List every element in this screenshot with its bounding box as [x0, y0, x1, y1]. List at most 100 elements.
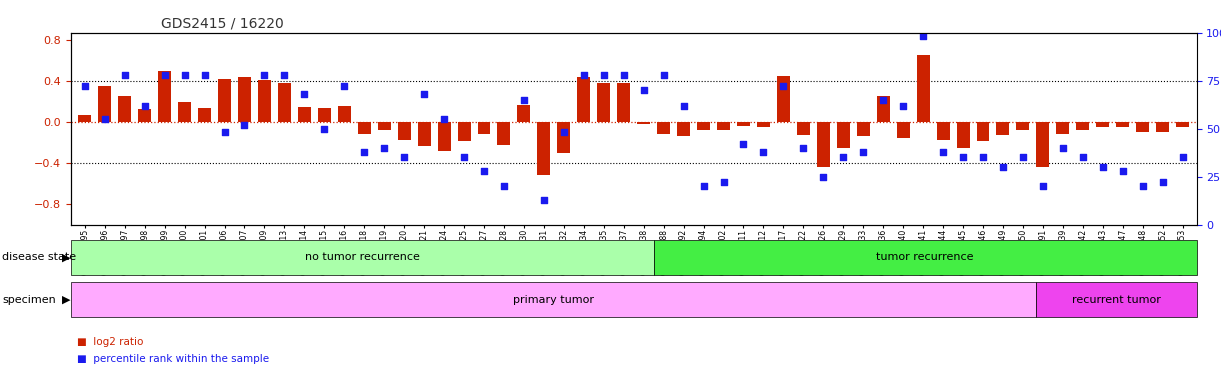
- Point: [614, 72, 634, 78]
- Text: specimen: specimen: [2, 295, 56, 305]
- Point: [514, 97, 534, 103]
- Point: [954, 154, 973, 161]
- Bar: [1037, 122, 1049, 167]
- Bar: [358, 122, 371, 134]
- Point: [873, 97, 893, 103]
- Point: [394, 154, 414, 161]
- Bar: [977, 122, 989, 141]
- Text: ■  percentile rank within the sample: ■ percentile rank within the sample: [77, 354, 269, 364]
- Bar: [1176, 122, 1189, 127]
- Point: [1053, 145, 1072, 151]
- Bar: [537, 122, 551, 175]
- Point: [474, 168, 493, 174]
- Bar: [71, 240, 653, 275]
- Text: recurrent tumor: recurrent tumor: [1072, 295, 1161, 305]
- Point: [993, 164, 1012, 170]
- Bar: [757, 122, 770, 127]
- Bar: [917, 55, 929, 122]
- Point: [813, 174, 833, 180]
- Bar: [578, 77, 590, 122]
- Bar: [836, 122, 850, 147]
- Bar: [956, 122, 969, 147]
- Bar: [657, 122, 670, 134]
- Bar: [737, 122, 750, 126]
- Point: [574, 72, 593, 78]
- Bar: [159, 71, 171, 122]
- Point: [714, 179, 734, 185]
- Point: [913, 33, 933, 40]
- Bar: [817, 122, 830, 167]
- Point: [195, 72, 215, 78]
- Text: no tumor recurrence: no tumor recurrence: [305, 252, 420, 262]
- Point: [1114, 168, 1133, 174]
- Bar: [597, 83, 610, 122]
- Point: [933, 149, 952, 155]
- Bar: [219, 79, 231, 122]
- Bar: [1016, 122, 1029, 130]
- Point: [734, 141, 753, 147]
- Point: [414, 91, 433, 97]
- Bar: [1156, 122, 1170, 132]
- Point: [155, 72, 175, 78]
- Text: tumor recurrence: tumor recurrence: [877, 252, 974, 262]
- Bar: [398, 122, 410, 141]
- Point: [794, 145, 813, 151]
- Point: [495, 183, 514, 189]
- Bar: [178, 103, 190, 122]
- Point: [534, 197, 553, 203]
- Bar: [338, 106, 350, 122]
- Bar: [437, 122, 451, 151]
- Point: [134, 103, 154, 109]
- Bar: [98, 86, 111, 122]
- Bar: [497, 122, 510, 144]
- Point: [1033, 183, 1053, 189]
- Point: [95, 116, 115, 122]
- Bar: [71, 282, 1035, 317]
- Text: ▶: ▶: [62, 295, 71, 305]
- Bar: [937, 122, 950, 141]
- Bar: [618, 83, 630, 122]
- Bar: [477, 122, 491, 134]
- Point: [335, 83, 354, 89]
- Bar: [118, 96, 131, 122]
- Bar: [697, 122, 711, 130]
- Point: [354, 149, 374, 155]
- Bar: [1077, 122, 1089, 130]
- Point: [1013, 154, 1033, 161]
- Bar: [896, 122, 910, 138]
- Point: [255, 72, 275, 78]
- Point: [1173, 154, 1193, 161]
- Bar: [377, 122, 391, 130]
- Bar: [777, 76, 790, 122]
- Bar: [637, 122, 650, 124]
- Bar: [678, 122, 690, 136]
- Bar: [653, 240, 1197, 275]
- Point: [1153, 179, 1172, 185]
- Bar: [1116, 122, 1129, 127]
- Bar: [198, 108, 211, 122]
- Point: [115, 72, 134, 78]
- Bar: [857, 122, 869, 136]
- Point: [774, 83, 794, 89]
- Bar: [1035, 282, 1197, 317]
- Bar: [877, 96, 890, 122]
- Point: [74, 83, 94, 89]
- Bar: [418, 122, 431, 146]
- Bar: [1056, 122, 1070, 134]
- Bar: [458, 122, 470, 141]
- Point: [215, 129, 234, 136]
- Bar: [298, 107, 311, 122]
- Point: [375, 145, 394, 151]
- Bar: [78, 115, 92, 122]
- Point: [593, 72, 613, 78]
- Point: [275, 72, 294, 78]
- Text: ▶: ▶: [62, 252, 71, 262]
- Text: GDS2415 / 16220: GDS2415 / 16220: [161, 16, 283, 30]
- Point: [454, 154, 474, 161]
- Point: [853, 149, 873, 155]
- Point: [694, 183, 713, 189]
- Point: [894, 103, 913, 109]
- Point: [834, 154, 853, 161]
- Point: [315, 126, 335, 132]
- Bar: [317, 108, 331, 122]
